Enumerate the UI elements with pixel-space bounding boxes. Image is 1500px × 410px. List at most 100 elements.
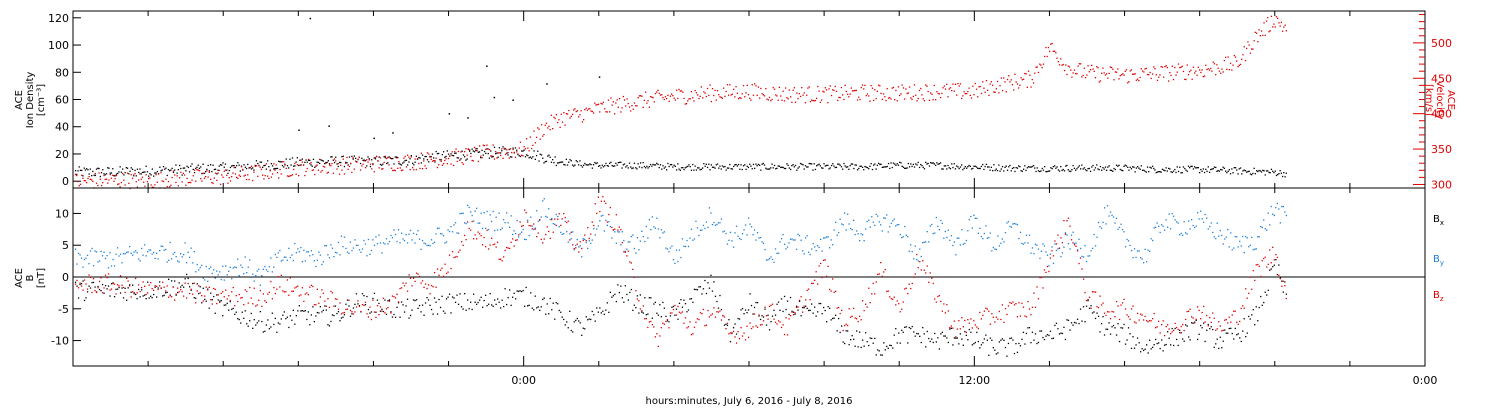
density-point (690, 169, 693, 171)
velocity-point (1244, 59, 1247, 62)
density-point (207, 164, 209, 167)
by-point (352, 247, 355, 249)
velocity-point (1124, 70, 1126, 72)
velocity-point (902, 87, 905, 89)
bz-point (1090, 307, 1092, 309)
velocity-point (849, 93, 851, 95)
bx-point (545, 313, 547, 315)
bz-point (913, 276, 915, 278)
density-point (821, 167, 823, 169)
bx-point (1245, 336, 1247, 338)
velocity-point (296, 164, 298, 166)
by-point (370, 249, 373, 252)
bz-point (1115, 300, 1118, 303)
density-point (104, 174, 106, 176)
bz-point (986, 308, 988, 310)
density-point (412, 162, 414, 164)
bx-point (1124, 343, 1127, 345)
by-point (235, 266, 237, 269)
bz-point (802, 311, 804, 313)
by-point (1127, 240, 1130, 242)
by-point (1033, 253, 1035, 255)
bx-point (1167, 331, 1169, 333)
velocity-point (1256, 32, 1258, 34)
velocity-point (330, 165, 332, 167)
bz-point (1251, 288, 1253, 290)
by-point (430, 239, 433, 241)
velocity-point (309, 163, 311, 165)
density-point (193, 172, 196, 174)
bx-point (865, 332, 867, 334)
density-point (1283, 172, 1285, 174)
bx-point (527, 305, 529, 307)
by-point (1221, 234, 1223, 237)
bz-point (1078, 262, 1080, 265)
density-point (1222, 166, 1224, 168)
by-point (654, 227, 656, 229)
velocity-point (543, 133, 545, 136)
by-point (360, 251, 362, 253)
bz-point (244, 289, 246, 291)
density-point (566, 164, 569, 166)
velocity-point (1076, 73, 1078, 75)
density-point (456, 157, 458, 159)
density-point (744, 164, 746, 166)
by-point (103, 251, 105, 253)
bx-point (346, 299, 349, 301)
bz-point (145, 293, 147, 296)
velocity-point (1130, 69, 1133, 71)
by-point (521, 231, 523, 233)
density-point (483, 150, 486, 153)
velocity-point (294, 162, 296, 165)
bx-point (824, 309, 826, 312)
bx-point (696, 289, 699, 291)
bz-point (695, 321, 697, 323)
density-point (781, 166, 783, 168)
bz-point (881, 275, 883, 277)
velocity-point (1189, 71, 1191, 73)
velocity-point (568, 109, 570, 112)
density-point (1268, 171, 1270, 174)
by-point (448, 230, 451, 233)
velocity-point (279, 168, 281, 171)
bx-point (400, 301, 403, 303)
density-point (451, 154, 453, 157)
velocity-point (855, 89, 857, 92)
bz-point (905, 287, 907, 289)
bx-point (992, 347, 994, 349)
bx-point (471, 308, 473, 311)
by-point (387, 243, 389, 245)
by-point (1099, 226, 1101, 228)
legend-bz: Bz (1433, 290, 1444, 303)
bx-point (871, 337, 873, 340)
by-point (148, 249, 150, 251)
bx-point (800, 315, 802, 317)
density-point (187, 166, 189, 169)
bx-point (321, 311, 323, 313)
bz-point (1045, 271, 1047, 274)
bz-point (693, 326, 696, 328)
by-point (980, 235, 982, 238)
bz-point (962, 326, 964, 328)
bx-point (468, 308, 470, 310)
by-point (560, 231, 562, 234)
bx-point (732, 327, 735, 329)
density-point (408, 161, 410, 163)
density-point (91, 175, 93, 177)
bx-point (818, 302, 820, 305)
bz-point (1030, 314, 1032, 316)
density-point (733, 165, 735, 168)
by-point (262, 268, 264, 270)
by-point (898, 223, 900, 226)
by-point (968, 219, 970, 221)
bx-point (265, 324, 267, 326)
by-point (923, 241, 925, 243)
bz-point (1284, 285, 1286, 287)
bz-point (384, 312, 386, 314)
bz-point (887, 290, 889, 292)
bx-point (856, 330, 858, 332)
density-point (822, 167, 824, 169)
velocity-point (188, 181, 191, 184)
density-point (989, 169, 991, 171)
velocity-point (1274, 26, 1276, 28)
